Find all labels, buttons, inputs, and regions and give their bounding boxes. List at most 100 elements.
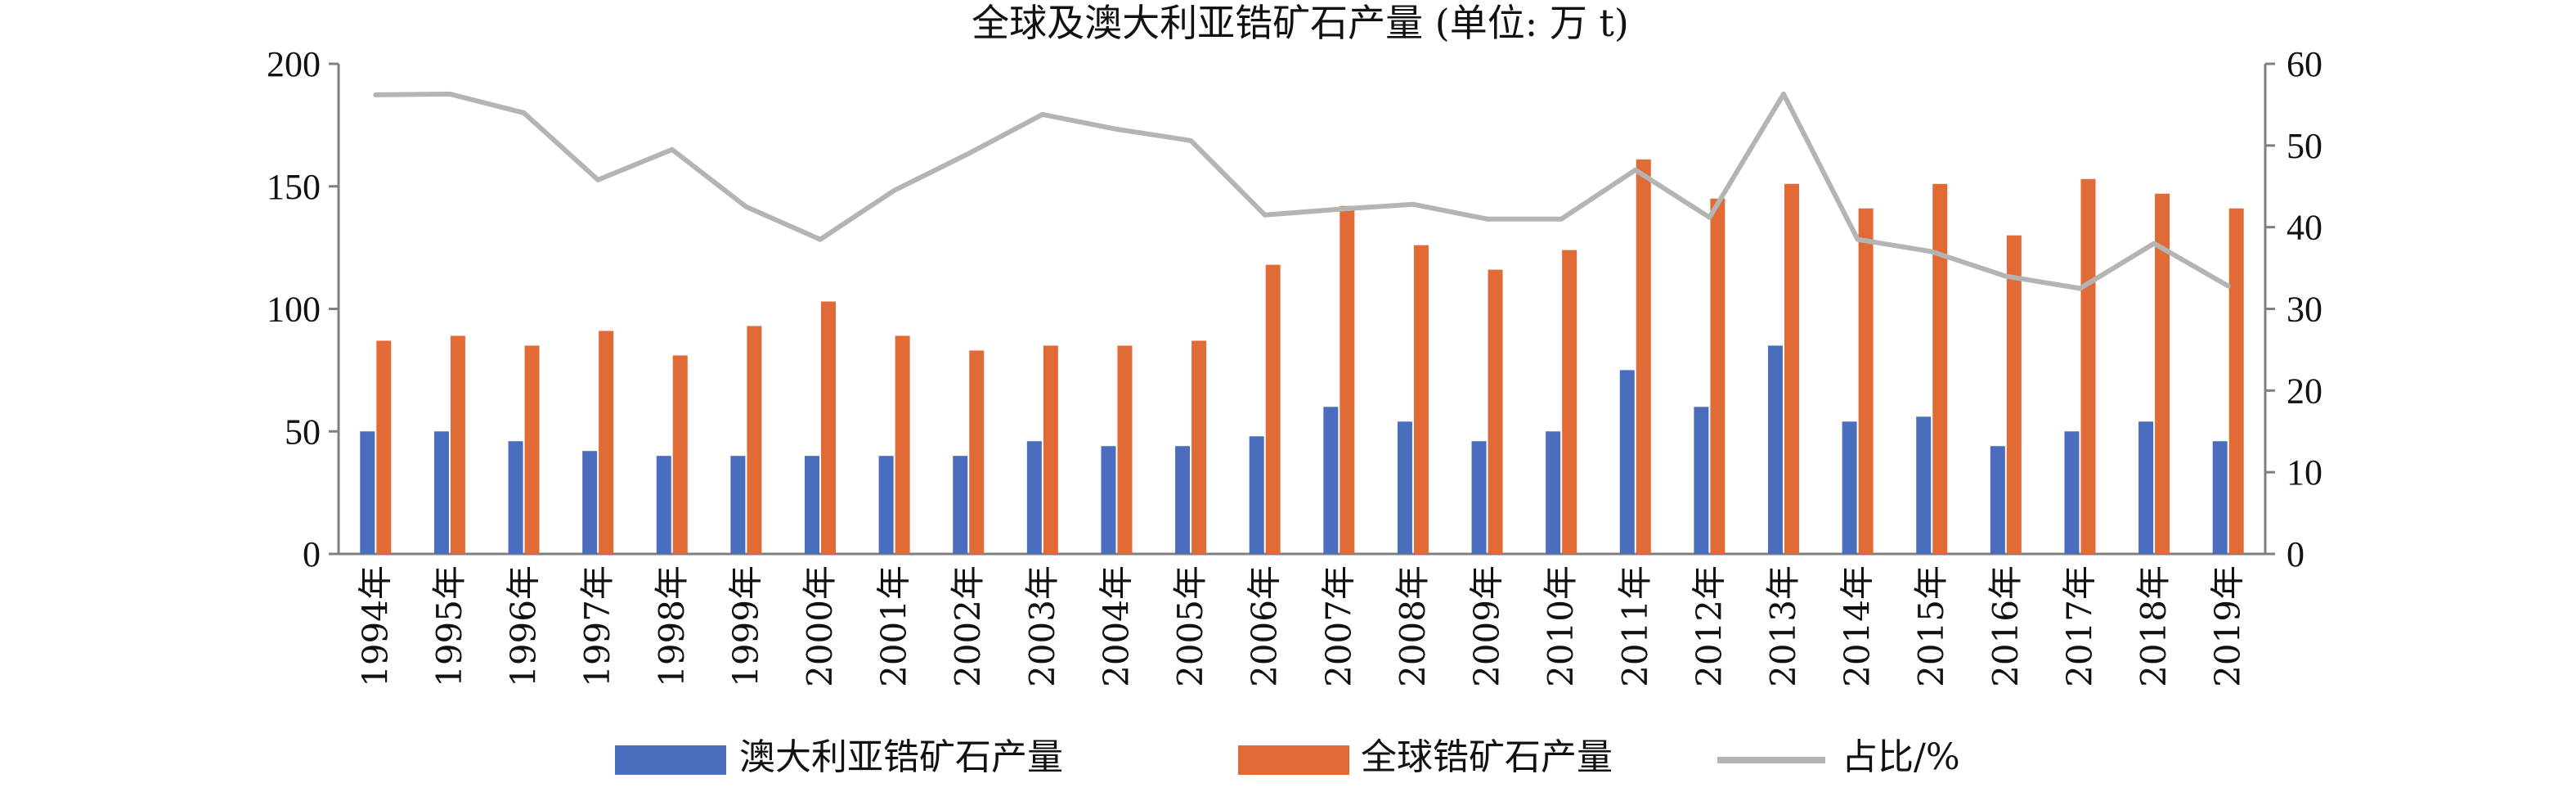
y-right-tick-label: 30 (2287, 290, 2322, 330)
y-right-tick-label: 20 (2287, 371, 2322, 411)
bar-australia (582, 451, 598, 554)
legend-label-australia: 澳大利亚锆矿石产量 (739, 736, 1063, 778)
bar-global (672, 355, 688, 554)
legend-label-ratio: 占比/% (1842, 736, 1960, 778)
ratio-point (447, 91, 452, 97)
legend-swatch-australia (615, 745, 726, 775)
bar-global (1340, 205, 1355, 554)
bar-global (1858, 208, 1874, 554)
legend: 澳大利亚锆矿石产量 全球锆矿石产量 占比/% (615, 736, 1960, 778)
y-right-tick-label: 60 (2287, 44, 2322, 84)
x-tick-label: 2011年 (1615, 565, 1655, 687)
bar-australia (1916, 416, 1932, 554)
bar-global (1710, 198, 1726, 554)
bar-global (747, 326, 762, 554)
ratio-point (1929, 249, 1935, 254)
bar-australia (1842, 421, 1857, 554)
x-tick-label: 1995年 (429, 565, 469, 687)
bar-australia (1026, 441, 1042, 554)
x-tick-label: 1997年 (577, 565, 617, 687)
chart-title: 全球及澳大利亚锆矿石产量 (单位: 万 t) (972, 1, 1629, 45)
x-tick-label: 1994年 (355, 565, 395, 687)
ratio-point (818, 236, 823, 242)
ratio-point (1336, 206, 1342, 212)
y-left-tick-label: 0 (303, 534, 321, 574)
ratio-point (2152, 241, 2157, 246)
bar-australia (433, 431, 449, 554)
bar-australia (805, 456, 819, 554)
y-left-tick-label: 100 (267, 290, 321, 330)
ratio-point (2225, 283, 2231, 289)
ratio-point (521, 110, 527, 115)
x-tick-labels: 1994年 1995年 1996年 1997年 1998年 1999年 2000年 2001年… (355, 565, 2247, 687)
ratio-point (1781, 91, 1786, 97)
ratio-point (1632, 167, 1638, 173)
y-left-tick-label: 200 (267, 44, 321, 84)
ratio-point (2003, 273, 2008, 279)
bars (360, 159, 2244, 555)
ratio-point (743, 204, 749, 209)
x-tick-label: 2007年 (1318, 565, 1358, 687)
bar-global (969, 350, 985, 554)
bar-australia (878, 456, 894, 554)
bar-australia (1397, 421, 1412, 554)
y-right-tick-label: 10 (2287, 452, 2322, 493)
x-tick-label: 2002年 (948, 565, 988, 687)
bar-global (450, 335, 465, 554)
bar-global (821, 301, 836, 554)
ratio-line-group (373, 91, 2231, 291)
bar-global (1192, 340, 1207, 554)
bar-global (1784, 183, 1799, 554)
ratio-line (375, 91, 2230, 291)
y-right-tick-label: 50 (2287, 126, 2322, 166)
x-tick-label: 2010年 (1541, 565, 1581, 687)
x-tick-label: 2019年 (2208, 565, 2248, 687)
bar-global (376, 340, 392, 554)
bar-global (1413, 245, 1429, 554)
legend-swatch-global (1238, 745, 1349, 775)
x-tick-label: 1998年 (652, 565, 692, 687)
x-tick-label: 2012年 (1689, 565, 1729, 687)
bar-australia (656, 456, 671, 554)
bar-australia (1768, 345, 1783, 554)
bar-global (524, 345, 540, 554)
bar-global (2155, 193, 2170, 555)
x-tick-label: 2017年 (2060, 565, 2100, 687)
ratio-point (966, 151, 972, 156)
ratio-point (1855, 236, 1860, 242)
ratio-point (1410, 201, 1416, 207)
bar-australia (1619, 370, 1635, 554)
bar-australia (2064, 431, 2080, 554)
bar-global (1117, 345, 1133, 554)
bar-australia (1471, 441, 1487, 554)
x-tick-label: 2005年 (1170, 565, 1210, 687)
ratio-point (1114, 126, 1120, 132)
ratio-point (373, 92, 379, 97)
x-tick-label: 2016年 (1986, 565, 2026, 687)
ratio-point (669, 146, 675, 152)
bar-australia (508, 441, 523, 554)
x-tick-label: 2001年 (874, 565, 914, 687)
bar-global (1488, 269, 1503, 554)
x-tick-label: 2018年 (2134, 565, 2174, 687)
y-right-tick-label: 0 (2287, 534, 2304, 574)
x-tick-label: 2000年 (800, 565, 840, 687)
bar-global (1043, 345, 1058, 554)
bar-global (1265, 264, 1281, 554)
x-tick-label: 1996年 (504, 565, 544, 687)
x-tick-label: 2009年 (1467, 565, 1507, 687)
x-tick-label: 2013年 (1763, 565, 1803, 687)
y-right-tick-label: 40 (2287, 208, 2322, 248)
bar-global (599, 331, 614, 554)
bar-australia (1323, 407, 1339, 554)
ratio-point (1484, 216, 1490, 222)
bar-australia (1694, 407, 1709, 554)
bar-global (1636, 159, 1651, 554)
bar-australia (360, 431, 375, 554)
x-tick-label: 1999年 (725, 565, 765, 687)
ratio-point (1262, 212, 1268, 218)
bar-global (895, 335, 910, 554)
bar-global (1562, 250, 1577, 554)
